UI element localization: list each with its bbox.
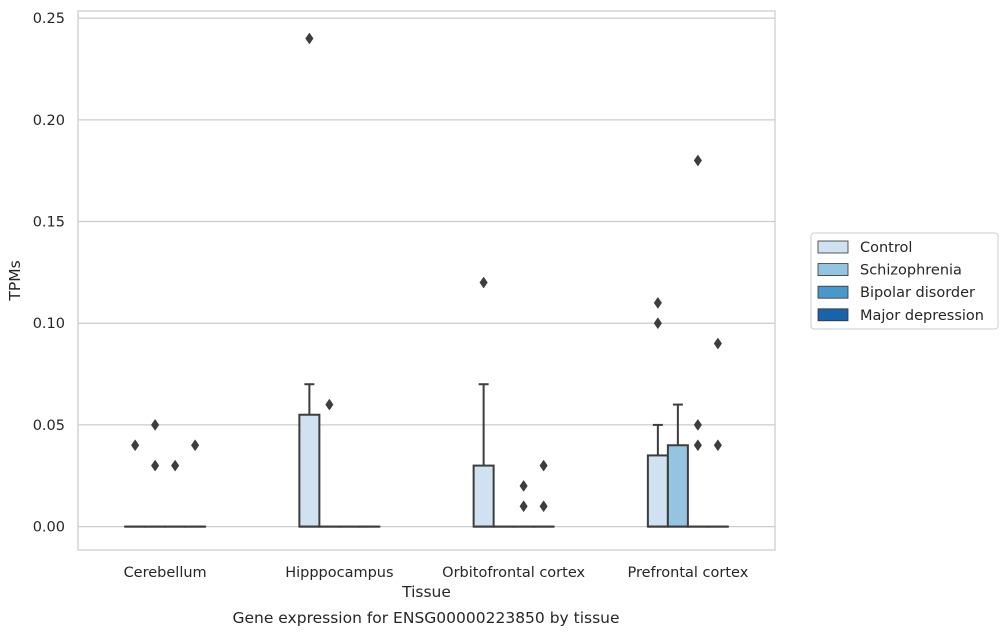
- outlier-point: [325, 398, 334, 411]
- outlier-point: [713, 337, 722, 350]
- y-tick-label: 0.00: [33, 520, 65, 536]
- outlier-point: [653, 317, 662, 330]
- outlier-point: [131, 439, 140, 452]
- legend-swatch: [817, 240, 849, 254]
- legend-label: Control: [860, 240, 912, 256]
- x-tick-label: Hipppocampus: [285, 565, 393, 581]
- outlier-point: [151, 459, 160, 472]
- legend-swatch: [817, 263, 849, 277]
- box-body: [646, 454, 669, 528]
- legend-label: Schizophrenia: [860, 263, 962, 279]
- y-axis-title: TPMs: [6, 260, 24, 301]
- outlier-point: [539, 459, 548, 472]
- outlier-point: [305, 32, 314, 45]
- x-tick-label: Prefrontal cortex: [627, 565, 748, 581]
- y-tick-label: 0.05: [33, 418, 65, 434]
- outlier-point: [519, 479, 528, 492]
- outlier-point: [653, 296, 662, 309]
- outlier-layer: [131, 32, 722, 513]
- box-control: [298, 383, 321, 528]
- outlier-point: [519, 500, 528, 513]
- box-control: [646, 423, 669, 528]
- y-tick-label: 0.20: [33, 113, 65, 129]
- outlier-point: [479, 276, 488, 289]
- x-tick-label: Orbitofrontal cortex: [442, 565, 585, 581]
- chart-caption: Gene expression for ENSG00000223850 by t…: [232, 609, 619, 627]
- box-body: [472, 464, 495, 528]
- box-layer: [124, 383, 729, 528]
- outlier-point: [713, 439, 722, 452]
- y-tick-label: 0.10: [33, 316, 65, 332]
- box-control: [472, 383, 495, 528]
- box-body: [666, 444, 689, 528]
- outlier-point: [151, 418, 160, 431]
- outlier-point: [693, 439, 702, 452]
- x-tick-label: Cerebellum: [124, 565, 207, 581]
- y-axis-ticks: 0.00 0.05 0.10 0.15 0.20 0.25: [33, 11, 65, 535]
- box-body: [298, 413, 321, 528]
- outlier-point: [191, 439, 200, 452]
- legend-swatch: [817, 285, 849, 299]
- outlier-point: [693, 154, 702, 167]
- legend-label: Major depression: [860, 308, 984, 324]
- y-tick-label: 0.15: [33, 215, 65, 231]
- outlier-point: [539, 500, 548, 513]
- y-tick-label: 0.25: [33, 11, 65, 27]
- legend: Control Schizophrenia Bipolar disorder Majo…: [810, 232, 999, 330]
- legend-label: Bipolar disorder: [860, 285, 975, 301]
- plot-frame: [77, 10, 776, 551]
- legend-swatch: [817, 308, 849, 322]
- outlier-point: [171, 459, 180, 472]
- x-axis-ticks: Cerebellum Hipppocampus Orbitofrontal cort…: [124, 565, 749, 581]
- box-schizophrenia: [666, 403, 689, 528]
- legend-frame: [810, 232, 999, 330]
- outlier-point: [693, 418, 702, 431]
- x-axis-title: Tissue: [401, 583, 451, 601]
